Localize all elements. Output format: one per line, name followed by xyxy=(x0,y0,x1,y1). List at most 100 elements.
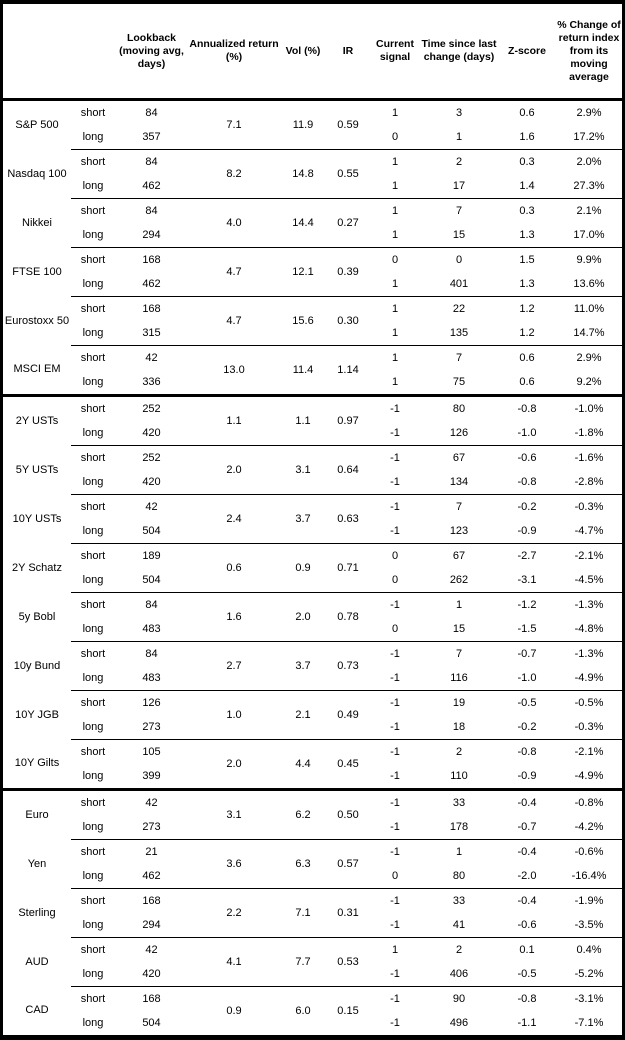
zscore-cell: -2.7 xyxy=(498,543,556,568)
vol-cell: 6.0 xyxy=(280,986,326,1035)
table-row: 2Y USTs short 252 1.1 1.1 0.97 -1 80 -0.8 -1.0% xyxy=(3,394,622,446)
zscore-cell: -1.5 xyxy=(517,622,537,635)
zscore-cell: -0.9 xyxy=(517,769,537,782)
lookback-cell: 504 xyxy=(142,524,161,537)
current-signal-cell: -1 xyxy=(370,641,420,666)
current-signal-cell: 1 xyxy=(391,106,399,119)
vol-cell: 11.4 xyxy=(280,345,326,396)
table-row: 2Y Schatz short 189 0.6 0.9 0.71 0 67 -2.7 -2.1% xyxy=(3,543,622,593)
days-since-change-cell: 33 xyxy=(420,888,498,913)
lookback-cell: 84 xyxy=(115,592,188,617)
vol-cell: 0.9 xyxy=(280,543,326,593)
lookback-cell: 504 xyxy=(142,573,161,586)
days-since-change-cell: 116 xyxy=(450,671,468,684)
annualized-return-cell: 3.1 xyxy=(188,788,280,840)
table-row: S&P 500 short 84 7.1 11.9 0.59 1 3 0.6 2.9% xyxy=(3,100,622,131)
leg-cell: long xyxy=(82,769,104,782)
vol-cell: 2.1 xyxy=(280,690,326,740)
zscore-cell: -0.6 xyxy=(498,445,556,470)
table-row: long 504 0 262 -3.1 -4.5% xyxy=(3,568,622,593)
zscore-cell: 0.3 xyxy=(498,198,556,223)
days-since-change-cell: 80 xyxy=(420,394,498,421)
pct-change-cell: -4.2% xyxy=(574,820,604,833)
days-since-change-cell: 123 xyxy=(449,524,469,537)
lookback-cell: 84 xyxy=(115,641,188,666)
zscore-cell: 1.2 xyxy=(519,326,535,339)
current-signal-cell: 0 xyxy=(391,622,399,635)
days-since-change-cell: 401 xyxy=(449,277,469,290)
ir-column-header: IR xyxy=(326,4,370,101)
days-since-change-cell: 19 xyxy=(420,690,498,715)
asset-name-cell: AUD xyxy=(25,955,49,968)
days-since-change-cell: 135 xyxy=(449,326,469,339)
asset-name-cell: 2Y USTs xyxy=(3,394,71,446)
asset-name-cell: Eurostoxx 50 xyxy=(4,314,70,327)
annualized-return-cell: 1.6 xyxy=(188,592,280,642)
zscore-cell: 0.3 xyxy=(498,149,556,174)
days-since-change-cell: 134 xyxy=(449,475,469,488)
asset-column-header xyxy=(3,4,71,101)
lookback-cell: 273 xyxy=(142,820,161,833)
leg-cell: long xyxy=(82,475,104,488)
lookback-cell: 84 xyxy=(115,149,188,174)
zscore-cell: -3.1 xyxy=(517,573,537,586)
pct-change-cell: -4.9% xyxy=(574,769,604,782)
current-signal-cell: -1 xyxy=(370,788,420,815)
leg-cell: short xyxy=(80,106,106,119)
days-since-change-cell: 67 xyxy=(420,543,498,568)
lookback-cell: 21 xyxy=(115,839,188,864)
pct-change-cell: 13.6% xyxy=(573,277,605,290)
vol-cell: 6.2 xyxy=(280,788,326,840)
zscore-cell: -0.4 xyxy=(498,788,556,815)
ir-cell: 0.73 xyxy=(326,641,370,691)
ir-cell: 0.63 xyxy=(326,494,370,544)
table-row: long 483 0 15 -1.5 -4.8% xyxy=(3,617,622,642)
pct-change-cell: -4.5% xyxy=(574,573,604,586)
table-row: Eurostoxx 50 short 168 4.7 15.6 0.30 1 22 1.2 11.… xyxy=(3,296,622,346)
table-row: long 294 1 15 1.3 17.0% xyxy=(3,223,622,248)
current-signal-cell: -1 xyxy=(390,1016,400,1029)
leg-cell: long xyxy=(82,573,104,586)
lookback-cell: 315 xyxy=(142,326,161,339)
lookback-cell: 462 xyxy=(142,277,161,290)
ir-cell: 0.57 xyxy=(326,839,370,889)
current-signal-cell: -1 xyxy=(370,394,420,421)
current-signal-cell: 0 xyxy=(391,130,399,143)
current-signal-cell: 1 xyxy=(391,179,399,192)
lookback-cell: 294 xyxy=(142,228,161,241)
lookback-cell: 42 xyxy=(115,494,188,519)
current-signal-cell: -1 xyxy=(390,918,400,931)
lookback-cell: 420 xyxy=(142,475,161,488)
pct-change-cell: 27.3% xyxy=(573,179,605,192)
vol-cell: 7.1 xyxy=(280,888,326,938)
zscore-cell: -0.8 xyxy=(517,475,537,488)
lookback-cell: 168 xyxy=(115,247,188,272)
current-signal-cell: -1 xyxy=(370,494,420,519)
pct-change-cell: -0.5% xyxy=(556,690,622,715)
time-since-change-column-header: Time since last change (days) xyxy=(420,4,498,101)
pct-change-cell: -4.7% xyxy=(574,524,604,537)
days-since-change-cell: 15 xyxy=(452,622,466,635)
days-since-change-cell: 80 xyxy=(452,869,466,882)
days-since-change-cell: 41 xyxy=(452,918,466,931)
annualized-return-cell: 0.9 xyxy=(188,986,280,1035)
ir-cell: 0.59 xyxy=(337,118,359,131)
lookback-cell: 105 xyxy=(115,739,188,764)
current-signal-cell: -1 xyxy=(370,888,420,913)
zscore-cell: -0.2 xyxy=(517,720,537,733)
current-signal-cell: 1 xyxy=(370,937,420,962)
leg-cell: long xyxy=(82,622,104,635)
table-row: long 399 -1 110 -0.9 -4.9% xyxy=(3,764,622,790)
lookback-cell: 168 xyxy=(115,296,188,321)
lookback-cell: 420 xyxy=(142,967,161,980)
asset-name-cell: FTSE 100 xyxy=(12,265,62,278)
current-signal-cell: 0 xyxy=(370,543,420,568)
days-since-change-cell: 17 xyxy=(452,179,466,192)
vol-cell: 14.4 xyxy=(280,198,326,248)
leg-cell: long xyxy=(82,426,104,439)
pct-change-cell: 0.4% xyxy=(556,937,622,962)
leg-cell: short xyxy=(71,788,115,815)
zscore-cell: -1.0 xyxy=(517,671,537,684)
leg-cell: short xyxy=(71,986,115,1011)
lookback-cell: 336 xyxy=(142,375,161,388)
